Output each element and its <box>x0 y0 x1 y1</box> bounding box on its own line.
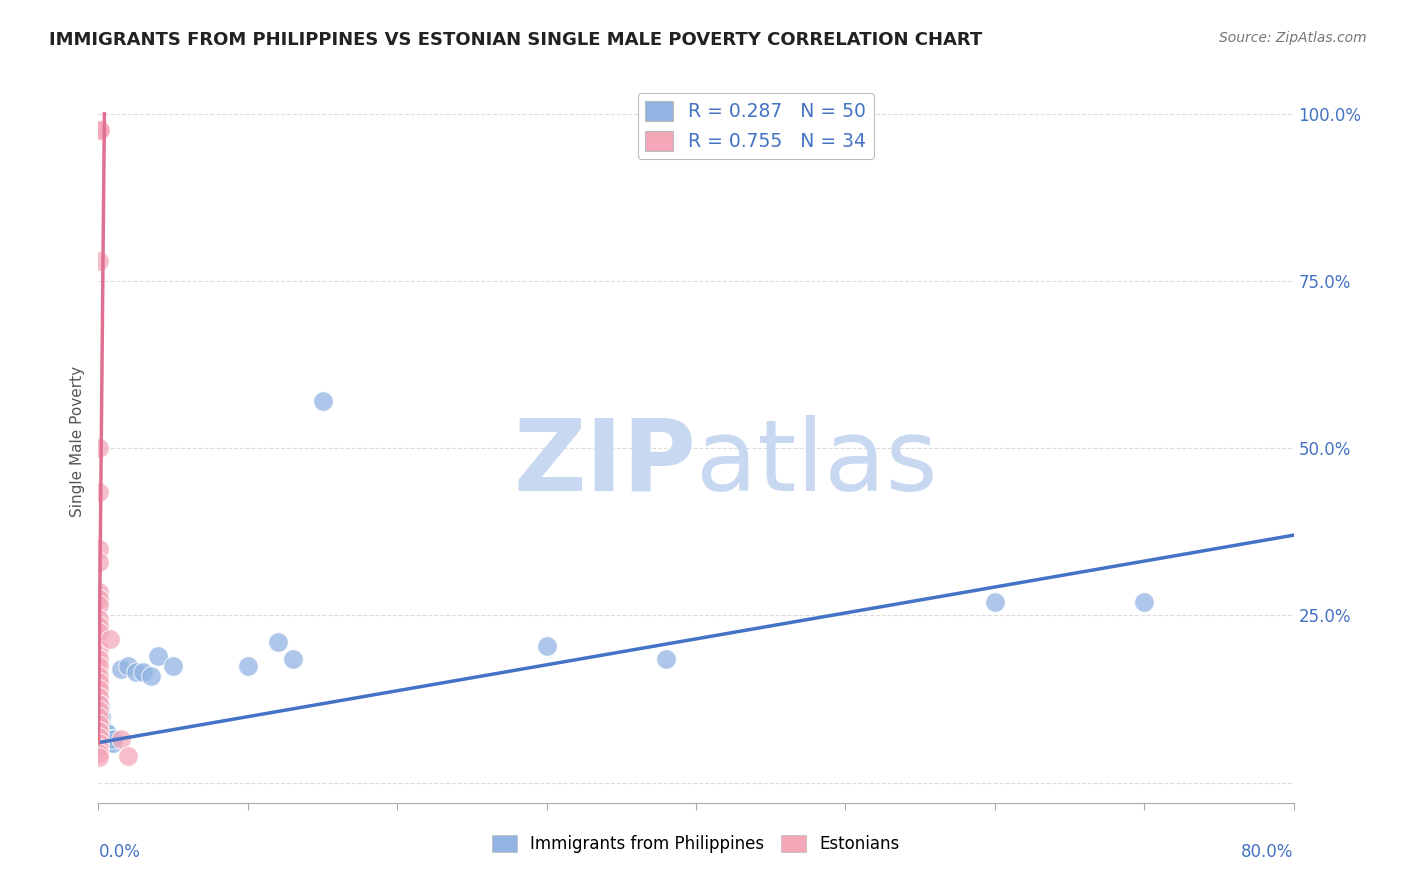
Point <box>311 394 333 409</box>
Point <box>94 732 117 747</box>
Point <box>1133 595 1156 609</box>
Point <box>97 735 120 749</box>
Point <box>89 123 111 137</box>
Point <box>87 442 110 455</box>
Point <box>90 719 112 733</box>
Point <box>90 729 112 743</box>
Point <box>98 632 122 646</box>
Point <box>89 739 111 753</box>
Point <box>89 599 111 613</box>
Point <box>90 708 112 723</box>
Point <box>91 732 114 747</box>
Point <box>87 555 110 569</box>
Text: atlas: atlas <box>696 415 938 512</box>
Point <box>132 665 155 680</box>
Point <box>89 750 111 764</box>
Point <box>87 253 110 268</box>
Point <box>89 697 111 711</box>
Point <box>89 123 111 137</box>
Point <box>267 635 290 649</box>
Point <box>87 591 110 606</box>
Point <box>89 618 111 632</box>
Point <box>148 648 170 663</box>
Point <box>139 669 162 683</box>
Point <box>89 702 111 716</box>
Point <box>90 732 112 747</box>
Point <box>536 639 558 653</box>
Point <box>89 675 111 690</box>
Point <box>89 725 111 739</box>
Point <box>89 715 111 730</box>
Point <box>89 746 111 760</box>
Point <box>110 732 132 747</box>
Point <box>93 725 115 739</box>
Point <box>90 715 112 730</box>
Point <box>89 740 111 755</box>
Point <box>89 612 111 626</box>
Point <box>89 732 111 747</box>
Point <box>89 730 111 744</box>
Point <box>91 723 114 737</box>
Text: Source: ZipAtlas.com: Source: ZipAtlas.com <box>1219 31 1367 45</box>
Point <box>91 725 114 739</box>
Point <box>110 662 132 676</box>
Point <box>96 729 118 743</box>
Point <box>90 735 112 749</box>
Point <box>96 725 118 739</box>
Point <box>89 625 111 640</box>
Point <box>89 708 111 723</box>
Point <box>89 723 111 738</box>
Point <box>89 719 111 733</box>
Point <box>117 749 139 764</box>
Text: 0.0%: 0.0% <box>98 843 141 861</box>
Text: ZIP: ZIP <box>513 415 696 512</box>
Text: 80.0%: 80.0% <box>1241 843 1294 861</box>
Point <box>91 729 114 743</box>
Point <box>236 658 259 673</box>
Point <box>89 698 111 713</box>
Point <box>89 729 111 743</box>
Point <box>984 595 1007 609</box>
Point <box>89 642 111 657</box>
Text: IMMIGRANTS FROM PHILIPPINES VS ESTONIAN SINGLE MALE POVERTY CORRELATION CHART: IMMIGRANTS FROM PHILIPPINES VS ESTONIAN … <box>49 31 983 49</box>
Point <box>89 669 111 683</box>
Point <box>98 732 122 747</box>
Point <box>90 723 112 737</box>
Point <box>162 658 184 673</box>
Point <box>93 729 115 743</box>
Point <box>89 681 111 696</box>
Point <box>89 723 111 737</box>
Point <box>89 703 111 717</box>
Point <box>87 585 110 599</box>
Point <box>89 710 111 724</box>
Point <box>89 735 111 749</box>
Point <box>103 735 125 749</box>
Point <box>89 735 111 749</box>
Point <box>117 658 139 673</box>
Point <box>89 712 111 726</box>
Point <box>97 732 120 747</box>
Point <box>125 665 148 680</box>
Point <box>90 725 112 739</box>
Point <box>89 717 111 731</box>
Point <box>94 725 117 739</box>
Point <box>89 658 111 673</box>
Point <box>87 484 110 499</box>
Point <box>281 652 304 666</box>
Legend: R = 0.287   N = 50, R = 0.755   N = 34: R = 0.287 N = 50, R = 0.755 N = 34 <box>638 94 873 159</box>
Point <box>87 541 110 556</box>
Point <box>89 123 111 137</box>
Point <box>103 732 125 747</box>
Y-axis label: Single Male Poverty: Single Male Poverty <box>70 366 86 517</box>
Point <box>655 652 678 666</box>
Point <box>89 690 111 705</box>
Point <box>89 652 111 666</box>
